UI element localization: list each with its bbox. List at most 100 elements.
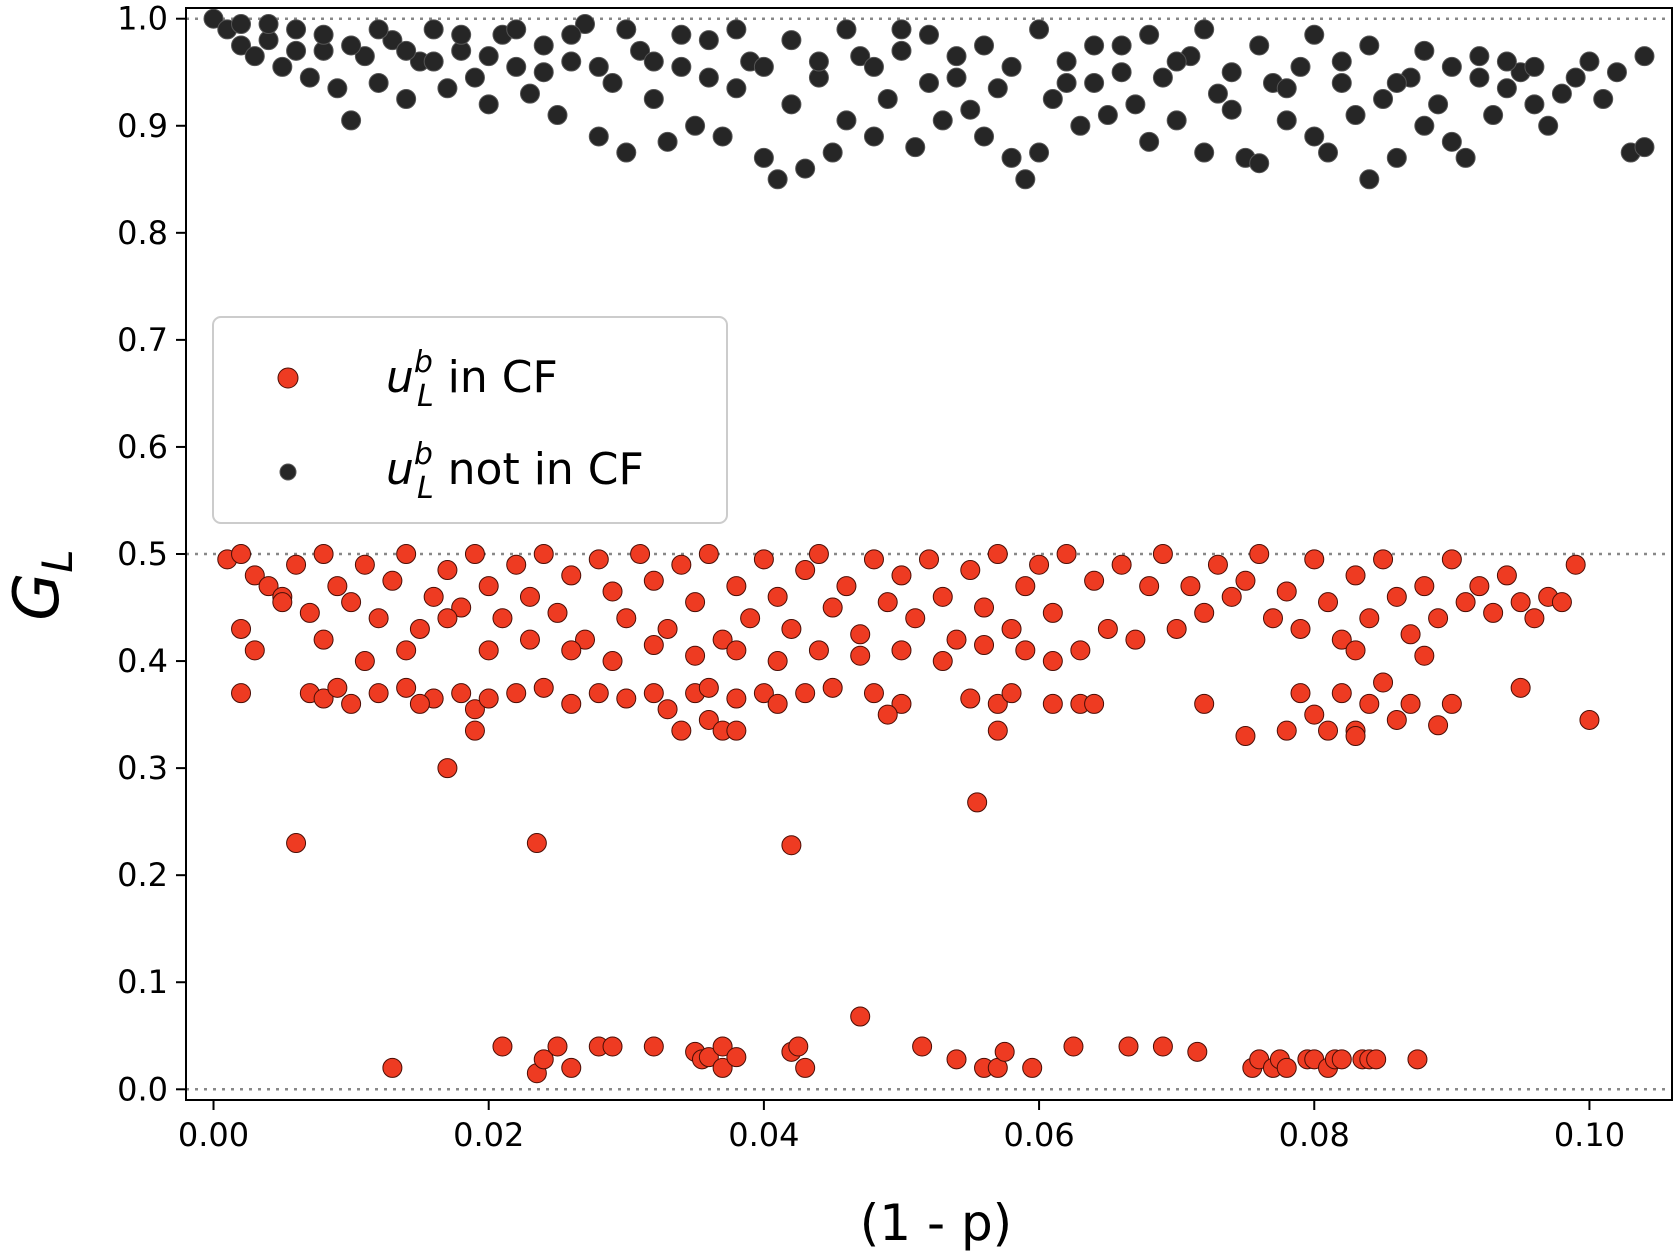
data-point	[1538, 115, 1559, 136]
data-point	[464, 699, 485, 720]
data-point	[1496, 51, 1517, 72]
data-point	[974, 126, 995, 147]
data-point	[974, 635, 995, 655]
data-point	[877, 89, 898, 109]
data-point	[808, 51, 829, 72]
data-point	[1207, 554, 1228, 575]
data-point	[533, 35, 554, 56]
data-point	[795, 158, 816, 179]
data-point	[753, 147, 774, 168]
data-point	[231, 14, 252, 35]
data-point	[1166, 51, 1187, 72]
data-point	[464, 67, 485, 88]
data-point	[1042, 651, 1063, 672]
data-point	[1290, 618, 1311, 639]
y-tick-label: 0.8	[117, 214, 168, 252]
data-point	[506, 56, 527, 77]
data-point	[1194, 693, 1215, 714]
data-point	[1139, 131, 1160, 152]
data-point	[850, 1006, 871, 1027]
data-point	[1139, 576, 1160, 597]
data-point	[313, 629, 334, 650]
data-point	[767, 693, 788, 714]
data-point	[767, 651, 788, 672]
data-point	[1276, 1057, 1297, 1078]
y-tick-label: 0.2	[117, 856, 168, 894]
data-point	[1235, 570, 1256, 591]
data-point	[478, 576, 499, 597]
data-point	[795, 683, 816, 704]
data-point	[863, 549, 884, 570]
data-point	[561, 640, 582, 661]
data-point	[1304, 24, 1325, 45]
data-point	[712, 629, 733, 650]
data-point	[368, 19, 389, 40]
data-point	[286, 833, 307, 854]
data-point	[272, 56, 293, 77]
data-point	[602, 72, 623, 93]
x-tick-label: 0.08	[1279, 1116, 1350, 1154]
data-point	[1029, 19, 1050, 40]
data-point	[946, 46, 967, 67]
data-point	[492, 1036, 513, 1057]
data-point	[712, 1036, 733, 1057]
data-point	[960, 99, 981, 120]
data-point	[1166, 110, 1187, 131]
data-point	[1015, 169, 1036, 190]
data-point	[1029, 142, 1050, 163]
data-point	[877, 592, 898, 613]
data-point	[643, 570, 664, 591]
data-point	[712, 126, 733, 147]
data-point	[698, 67, 719, 88]
data-point	[327, 576, 348, 597]
data-point	[685, 592, 706, 613]
data-point	[1469, 67, 1490, 88]
data-point	[464, 544, 485, 564]
data-point	[313, 544, 334, 564]
y-tick-label: 0.9	[117, 107, 168, 145]
data-point	[1373, 549, 1394, 570]
y-axis: 0.0 0.1 0.2 0.3 0.4 0.5 0.6 0.7 0.8 0.9 1.0	[117, 0, 186, 1108]
data-point	[1152, 67, 1173, 88]
data-point	[341, 592, 362, 613]
data-point	[836, 110, 857, 131]
data-point	[905, 137, 926, 158]
data-point	[1524, 56, 1545, 77]
data-point	[231, 683, 252, 704]
data-point	[561, 24, 582, 45]
data-point	[1111, 554, 1132, 575]
data-point	[726, 688, 747, 709]
data-point	[1262, 608, 1283, 629]
data-point	[781, 30, 802, 51]
series-not-in-cf	[203, 8, 1655, 190]
data-point	[795, 560, 816, 581]
data-point	[1551, 592, 1572, 613]
data-point	[685, 115, 706, 136]
data-point	[1318, 720, 1339, 741]
data-point	[863, 56, 884, 77]
data-point	[519, 586, 540, 607]
data-point	[409, 693, 430, 714]
data-point	[327, 677, 348, 698]
data-point	[863, 683, 884, 704]
x-tick-label: 0.00	[178, 1116, 249, 1154]
data-point	[905, 608, 926, 629]
data-point	[1414, 115, 1435, 136]
data-point	[1249, 35, 1270, 56]
data-point	[1111, 35, 1132, 56]
data-point	[423, 19, 444, 40]
data-point	[1386, 586, 1407, 607]
data-point	[1139, 24, 1160, 45]
data-point	[1042, 693, 1063, 714]
data-point	[1606, 62, 1627, 83]
data-point	[1524, 94, 1545, 115]
data-point	[795, 1057, 816, 1078]
data-point	[423, 51, 444, 72]
data-point	[1345, 565, 1366, 586]
y-axis-title-base: G	[0, 573, 73, 621]
data-point	[602, 581, 623, 602]
data-point	[1359, 35, 1380, 56]
data-point	[396, 40, 417, 61]
data-point	[967, 792, 988, 813]
data-point	[203, 8, 224, 29]
